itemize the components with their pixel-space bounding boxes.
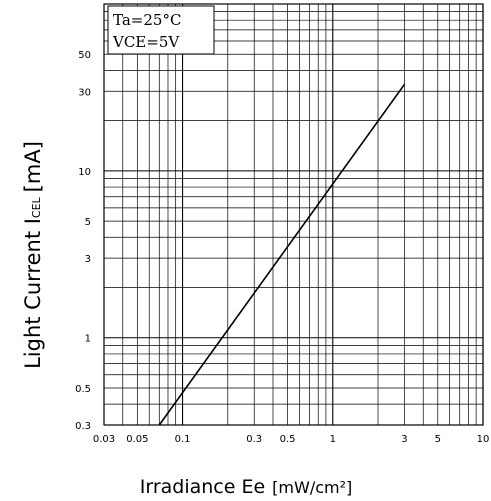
x-axis-label-unit: [mW/cm²] xyxy=(272,478,352,497)
y-axis-label: Light Current ICEL [mA] xyxy=(21,141,45,369)
y-tick-label: 50 xyxy=(78,50,91,61)
x-tick-label: 0.5 xyxy=(280,434,296,445)
x-tick-label: 3 xyxy=(401,434,407,445)
x-axis-label-main: Irradiance Ee xyxy=(140,476,265,498)
y-tick-label: 3 xyxy=(85,254,91,265)
y-tick-label: 1 xyxy=(85,334,91,345)
annotation-temperature: Ta=25°C xyxy=(113,11,181,29)
series-line xyxy=(158,83,406,426)
y-axis-label-main: Light Current I xyxy=(21,218,45,369)
annotation-box xyxy=(107,5,215,55)
y-tick-label: 0.5 xyxy=(75,384,91,395)
plot-frame xyxy=(103,3,484,426)
y-tick-label: 10 xyxy=(78,167,91,178)
x-axis-label: Irradiance Ee [mW/cm²] xyxy=(140,476,353,498)
x-tick-label: 1 xyxy=(330,434,336,445)
x-tick-labels: 0.03 0.05 0.1 0.3 0.5 1 3 5 10 xyxy=(93,434,490,445)
y-axis-label-sub: CEL xyxy=(30,196,43,218)
x-tick-label: 5 xyxy=(435,434,441,445)
y-axis-label-unit: [mA] xyxy=(21,141,45,192)
x-tick-label: 0.03 xyxy=(93,434,115,445)
y-tick-label: 0.3 xyxy=(75,421,91,432)
y-tick-label: 5 xyxy=(85,217,91,228)
annotation-voltage: VCE=5V xyxy=(112,33,180,51)
grid-lines xyxy=(103,4,484,426)
y-tick-labels: 0.3 0.5 1 3 5 10 30 50 xyxy=(75,50,91,432)
x-tick-label: 10 xyxy=(477,434,490,445)
x-tick-label: 0.1 xyxy=(175,434,191,445)
x-tick-label: 0.05 xyxy=(126,434,148,445)
series-group xyxy=(158,83,406,426)
x-tick-label: 0.3 xyxy=(246,434,262,445)
y-tick-label: 30 xyxy=(78,87,91,98)
